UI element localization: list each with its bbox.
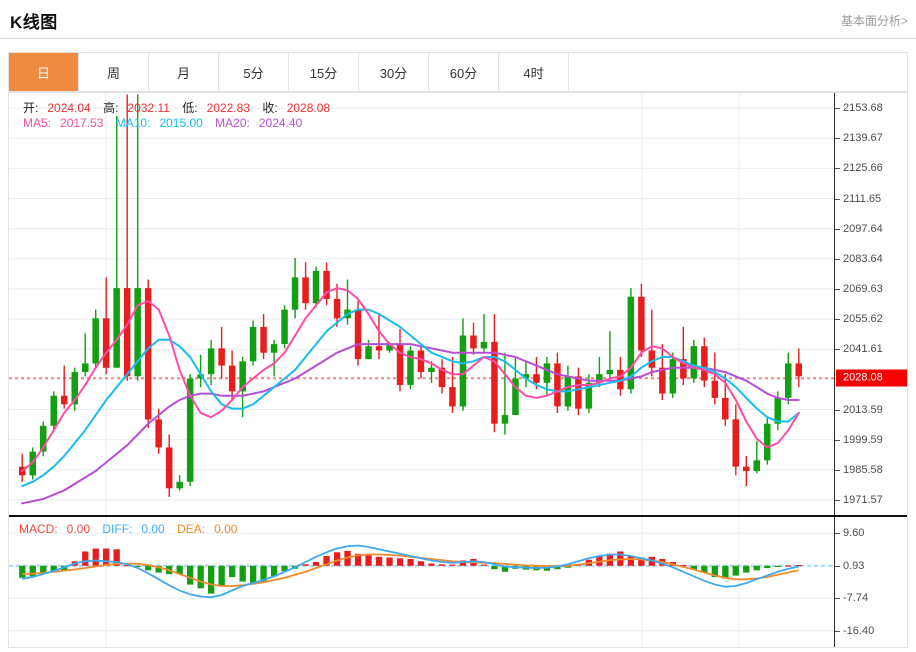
price-axis-label: 1999.59 — [843, 433, 883, 446]
macd-plot-area[interactable] — [9, 517, 835, 647]
high-value: 2032.11 — [127, 101, 170, 115]
price-axis-label: 2125.66 — [843, 162, 883, 175]
macd-axis-label: 0.93 — [843, 559, 865, 572]
period-tab-1[interactable]: 周 — [79, 53, 149, 91]
macd-tick — [835, 565, 840, 567]
ma10-value: 2015.00 — [159, 116, 203, 130]
price-axis-label: 2111.65 — [843, 192, 882, 205]
macd-pane: MACD: 0.00 DIFF: 0.00 DEA: 0.00 9.60 0.93 -7.… — [9, 517, 907, 647]
price-tick — [835, 319, 840, 321]
macd-value: 0.00 — [66, 522, 91, 536]
price-tick — [835, 108, 840, 110]
price-tick — [835, 499, 840, 501]
fundamental-analysis-link[interactable]: 基本面分析> — [840, 14, 908, 28]
price-tick — [835, 439, 840, 441]
ma20-value: 2024.40 — [258, 116, 303, 130]
price-axis-label: 2041.61 — [843, 343, 883, 356]
dea-value: 0.00 — [214, 522, 238, 536]
price-tick — [835, 349, 840, 351]
diff-value: 0.00 — [141, 522, 165, 536]
macd-axis-label: -16.40 — [843, 624, 875, 637]
period-tab-7[interactable]: 4时 — [499, 53, 569, 91]
price-tick — [835, 168, 840, 170]
price-axis-label: 2097.64 — [843, 222, 883, 235]
tab-bar-filler — [569, 53, 907, 91]
ma10-label: MA10: — [115, 116, 151, 130]
price-tick — [835, 198, 840, 200]
price-tick — [835, 228, 840, 230]
price-axis-label: 2153.68 — [843, 102, 883, 115]
macd-tick — [835, 533, 840, 535]
ma20-label: MA20: — [215, 116, 250, 130]
price-axis-label: 2139.67 — [843, 132, 883, 145]
diff-label: DIFF: — [102, 522, 133, 536]
period-tab-3[interactable]: 5分 — [219, 53, 289, 91]
macd-legend: MACD: 0.00 DIFF: 0.00 DEA: 0.00 — [19, 522, 246, 536]
ma-legend: MA5: 2017.53 MA10: 2015.00 MA20: 2024.40 — [23, 116, 311, 130]
period-tab-6[interactable]: 60分 — [429, 53, 499, 91]
macd-axis-label: -7.74 — [843, 592, 869, 605]
period-tab-4[interactable]: 15分 — [289, 53, 359, 91]
chart-container: 开: 2024.04 高: 2032.11 低: 2022.83 收: 2028.08 … — [8, 92, 908, 648]
price-tick — [835, 409, 840, 411]
period-tab-bar: 日周月 5分 15分 30分 60分 4时 — [8, 52, 908, 92]
current-price-tag: 2028.08 — [836, 369, 907, 387]
page-title: K线图 — [10, 13, 58, 32]
price-axis: 2153.68 2139.67 2125.66 2111.65 2097.64 2083.… — [834, 93, 907, 515]
price-tick — [835, 288, 840, 290]
open-label: 开: — [23, 101, 39, 115]
ma5-value: 2017.53 — [60, 116, 104, 130]
period-tab-0[interactable]: 日 — [9, 53, 79, 91]
ohlc-legend: 开: 2024.04 高: 2032.11 低: 2022.83 收: 2028.08 — [23, 99, 339, 116]
dea-label: DEA: — [177, 522, 206, 536]
price-pane: 开: 2024.04 高: 2032.11 低: 2022.83 收: 2028.08 … — [9, 93, 907, 515]
price-axis-label: 1971.57 — [843, 493, 883, 506]
price-tick — [835, 469, 840, 471]
close-value: 2028.08 — [286, 101, 331, 115]
macd-axis-label: 9.60 — [843, 527, 865, 540]
price-tick — [835, 258, 840, 260]
low-label: 低: — [182, 101, 198, 115]
price-plot-area[interactable] — [9, 93, 835, 515]
macd-axis: 9.60 0.93 -7.74 -16.40 — [834, 517, 907, 647]
pane-divider — [9, 515, 907, 517]
period-tab-2[interactable]: 月 — [149, 53, 219, 91]
macd-label: MACD: — [19, 522, 58, 536]
ma5-label: MA5: — [23, 116, 52, 130]
price-axis-label: 1985.58 — [843, 463, 883, 476]
high-label: 高: — [103, 101, 119, 115]
open-value: 2024.04 — [47, 101, 91, 115]
price-axis-label: 2069.63 — [843, 282, 883, 295]
price-axis-label: 2083.64 — [843, 252, 883, 265]
low-value: 2022.83 — [206, 101, 250, 115]
page-header: K线图 基本面分析> — [0, 0, 916, 39]
price-axis-label: 2013.59 — [843, 403, 883, 416]
macd-tick — [835, 630, 840, 632]
period-tab-5[interactable]: 30分 — [359, 53, 429, 91]
price-axis-label: 2055.62 — [843, 313, 883, 326]
price-tick — [835, 138, 840, 140]
macd-tick — [835, 598, 840, 600]
close-label: 收: — [262, 101, 278, 115]
